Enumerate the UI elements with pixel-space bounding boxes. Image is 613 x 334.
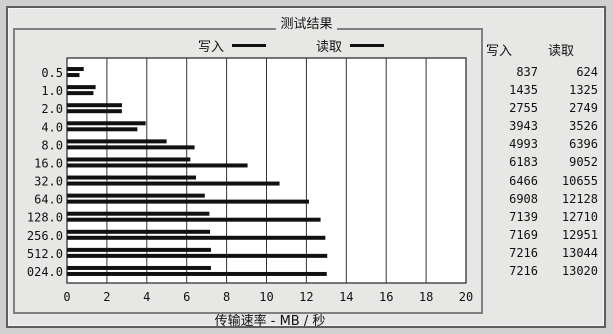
bar-write <box>67 67 84 72</box>
read-value: 12951 <box>561 227 598 242</box>
read-value: 10655 <box>561 173 598 188</box>
y-tick-label: 1.0 <box>41 84 63 98</box>
y-tick-label: 32.0 <box>34 175 63 189</box>
column-header-read: 读取 <box>548 44 575 59</box>
y-tick-label: 64.0 <box>34 193 63 207</box>
x-tick-label: 16 <box>379 290 393 304</box>
bar-write <box>67 121 146 126</box>
bar-read <box>67 199 309 204</box>
write-value: 837 <box>516 65 538 80</box>
x-tick-label: 4 <box>143 290 150 304</box>
read-value: 624 <box>576 65 598 80</box>
table-row: 3943 3526 <box>488 119 600 135</box>
legend-write-swatch <box>232 43 267 47</box>
x-tick-label: 0 <box>63 290 70 304</box>
write-value: 7216 <box>509 263 538 278</box>
bar-write <box>67 229 211 234</box>
y-tick-label: 4.0 <box>41 120 63 134</box>
table-row: 837 624 <box>488 65 600 81</box>
table-row: 1435 1325 <box>488 83 600 99</box>
read-value: 13044 <box>561 245 598 260</box>
table-row: 6908 12128 <box>488 192 600 208</box>
write-value: 2755 <box>509 101 538 116</box>
y-tick-label: 024.0 <box>27 265 63 279</box>
bar-read <box>67 181 280 186</box>
x-tick-label: 10 <box>259 290 273 304</box>
bar-write <box>67 211 210 216</box>
read-value: 3526 <box>569 119 598 134</box>
table-row: 6466 10655 <box>488 174 600 190</box>
read-value: 2749 <box>569 101 598 116</box>
x-tick-label: 12 <box>299 290 313 304</box>
table-row: 7169 12951 <box>488 228 600 244</box>
chart-group-box <box>13 28 483 314</box>
y-tick-label: 0.5 <box>41 66 63 80</box>
read-value: 9052 <box>569 155 598 170</box>
x-tick-label: 18 <box>419 290 433 304</box>
read-value: 12710 <box>561 209 598 224</box>
legend-read: 读取 <box>316 36 385 55</box>
write-value: 6908 <box>509 191 538 206</box>
legend-write-label: 写入 <box>198 39 225 55</box>
x-tick-label: 8 <box>223 290 230 304</box>
bar-read <box>67 127 138 132</box>
bar-read <box>67 271 327 276</box>
bar-write <box>67 175 196 180</box>
bar-write <box>67 193 205 198</box>
bar-read <box>67 109 122 114</box>
table-row: 2755 2749 <box>488 101 600 117</box>
x-axis-label: 传输速率 - MB / 秒 <box>214 314 326 329</box>
bar-write <box>67 103 122 108</box>
y-tick-label: 128.0 <box>27 211 63 225</box>
table-row: 7216 13020 <box>488 264 600 280</box>
write-value: 3943 <box>509 119 538 134</box>
write-value: 6183 <box>509 155 538 170</box>
column-header-write: 写入 <box>486 44 513 59</box>
bar-write <box>67 139 167 144</box>
legend-read-label: 读取 <box>316 39 343 55</box>
write-value: 6466 <box>509 173 538 188</box>
bar-read <box>67 91 94 96</box>
table-row: 6183 9052 <box>488 155 600 171</box>
bar-write <box>67 157 191 162</box>
write-value: 7139 <box>509 209 538 224</box>
legend-write: 写入 <box>198 36 267 55</box>
x-tick-label: 2 <box>103 290 110 304</box>
y-tick-label: 8.0 <box>41 138 63 152</box>
bar-read <box>67 163 248 168</box>
write-value: 7216 <box>509 245 538 260</box>
bar-write <box>67 85 96 90</box>
y-tick-label: 256.0 <box>27 229 63 243</box>
legend-read-swatch <box>350 43 385 47</box>
bar-write <box>67 247 211 252</box>
table-row: 7139 12710 <box>488 210 600 226</box>
table-row: 4993 6396 <box>488 137 600 153</box>
write-value: 1435 <box>509 83 538 98</box>
x-tick-label: 14 <box>339 290 353 304</box>
table-row: 7216 13044 <box>488 246 600 262</box>
read-value: 12128 <box>561 191 598 206</box>
bar-read <box>67 73 80 78</box>
y-tick-label: 16.0 <box>34 156 63 170</box>
write-value: 4993 <box>509 137 538 152</box>
bar-read <box>67 253 328 258</box>
chart-title: 测试结果 <box>0 13 613 32</box>
y-tick-label: 2.0 <box>41 102 63 116</box>
read-value: 6396 <box>569 137 598 152</box>
read-value: 1325 <box>569 83 598 98</box>
bar-read <box>67 217 321 222</box>
read-value: 13020 <box>561 263 598 278</box>
x-tick-label: 20 <box>459 290 473 304</box>
write-value: 7169 <box>509 227 538 242</box>
bar-read <box>67 145 195 150</box>
bar-write <box>67 265 211 270</box>
y-tick-label: 512.0 <box>27 247 63 261</box>
bar-read <box>67 235 326 240</box>
x-tick-label: 6 <box>183 290 190 304</box>
